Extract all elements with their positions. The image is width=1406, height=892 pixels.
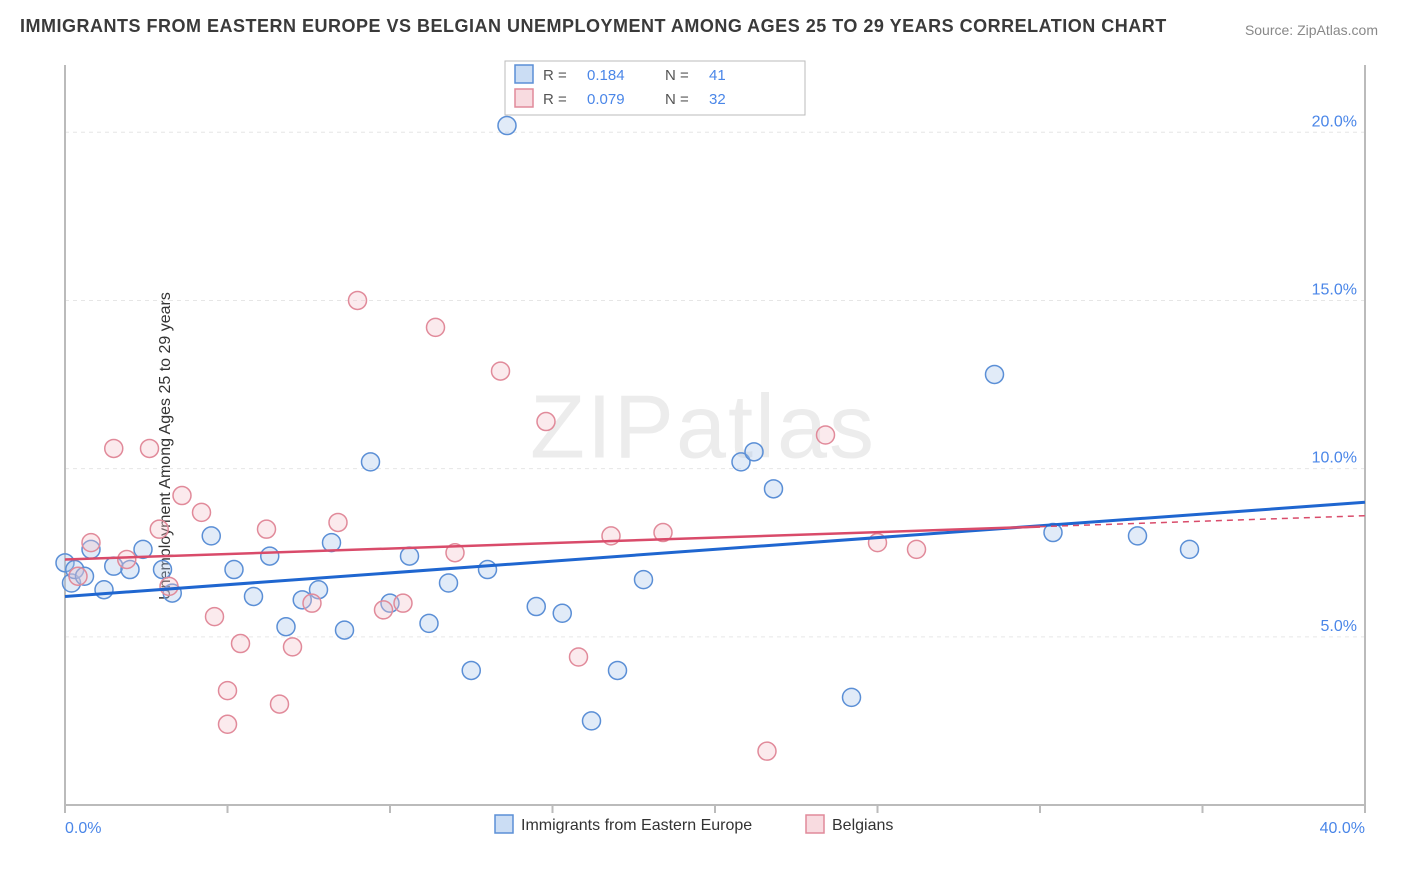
data-point — [245, 587, 263, 605]
data-point — [323, 534, 341, 552]
svg-text:N =: N = — [665, 67, 689, 84]
data-point — [193, 503, 211, 521]
data-point — [492, 362, 510, 380]
svg-text:0.079: 0.079 — [587, 91, 625, 108]
data-point — [609, 661, 627, 679]
data-point — [329, 513, 347, 531]
data-point — [225, 561, 243, 579]
svg-text:0.184: 0.184 — [587, 67, 625, 84]
gridlines — [65, 132, 1365, 637]
data-point — [277, 618, 295, 636]
data-point — [173, 487, 191, 505]
legend-label: Belgians — [832, 817, 893, 834]
x-tick-label: 40.0% — [1320, 820, 1365, 835]
data-point — [219, 682, 237, 700]
data-point — [258, 520, 276, 538]
data-point — [570, 648, 588, 666]
data-point — [284, 638, 302, 656]
data-point — [479, 561, 497, 579]
data-point — [394, 594, 412, 612]
correlation-legend: R = 0.184 N = 41 R = 0.079 N = 32 — [505, 61, 805, 115]
data-point — [95, 581, 113, 599]
data-point — [440, 574, 458, 592]
source-label: Source: ZipAtlas.com — [1245, 22, 1378, 38]
svg-text:R =: R = — [543, 67, 567, 84]
data-point — [105, 439, 123, 457]
data-point — [261, 547, 279, 565]
axes — [65, 65, 1365, 805]
y-tick-label: 20.0% — [1312, 113, 1357, 130]
data-point — [118, 550, 136, 568]
data-point — [271, 695, 289, 713]
y-tick-label: 5.0% — [1321, 618, 1357, 635]
svg-text:32: 32 — [709, 91, 726, 108]
trend-line-immigrants — [65, 502, 1365, 596]
series-legend: Immigrants from Eastern Europe Belgians — [495, 815, 893, 834]
y-tick-label: 10.0% — [1312, 450, 1357, 467]
data-point — [1129, 527, 1147, 545]
data-point — [498, 117, 516, 135]
data-point — [401, 547, 419, 565]
data-point — [303, 594, 321, 612]
data-point — [527, 598, 545, 616]
scatter-plot: 0.0% 40.0% 5.0% 10.0% 15.0% 20.0% R = 0.184 N = 4… — [55, 55, 1375, 835]
data-point — [553, 604, 571, 622]
y-ticks: 5.0% 10.0% 15.0% 20.0% — [1312, 113, 1357, 635]
data-point — [160, 577, 178, 595]
svg-text:N =: N = — [665, 91, 689, 108]
data-point — [362, 453, 380, 471]
x-tick-label: 0.0% — [65, 820, 101, 835]
data-point — [69, 567, 87, 585]
data-point — [462, 661, 480, 679]
series-belgians — [69, 291, 926, 760]
data-point — [141, 439, 159, 457]
data-point — [817, 426, 835, 444]
chart-title: IMMIGRANTS FROM EASTERN EUROPE VS BELGIA… — [20, 16, 1167, 37]
data-point — [843, 688, 861, 706]
data-point — [154, 561, 172, 579]
data-point — [206, 608, 224, 626]
data-point — [635, 571, 653, 589]
legend-label: Immigrants from Eastern Europe — [521, 817, 752, 834]
data-point — [427, 318, 445, 336]
data-point — [986, 365, 1004, 383]
data-point — [349, 291, 367, 309]
data-point — [202, 527, 220, 545]
data-point — [375, 601, 393, 619]
data-point — [420, 614, 438, 632]
data-point — [150, 520, 168, 538]
data-point — [765, 480, 783, 498]
data-point — [219, 715, 237, 733]
data-point — [537, 413, 555, 431]
data-point — [745, 443, 763, 461]
data-point — [82, 534, 100, 552]
svg-text:R =: R = — [543, 91, 567, 108]
data-point — [583, 712, 601, 730]
data-point — [1181, 540, 1199, 558]
data-point — [908, 540, 926, 558]
y-tick-label: 15.0% — [1312, 281, 1357, 298]
data-point — [758, 742, 776, 760]
series-immigrants — [56, 117, 1199, 730]
data-point — [232, 635, 250, 653]
data-point — [336, 621, 354, 639]
svg-text:41: 41 — [709, 67, 726, 84]
